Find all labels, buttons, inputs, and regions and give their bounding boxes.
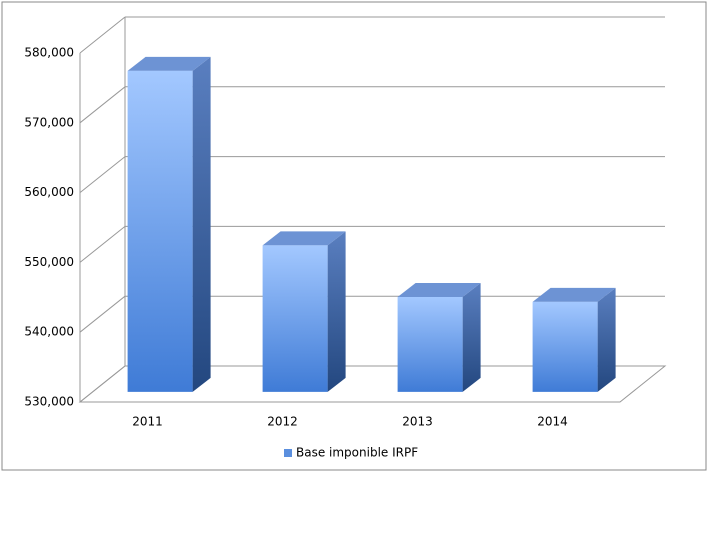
bar-front: [532, 301, 598, 392]
bar-top: [397, 282, 481, 297]
legend-swatch: [284, 449, 292, 457]
x-tick-label: 2013: [402, 415, 433, 429]
bar-side: [462, 282, 481, 392]
bar-side: [597, 287, 616, 392]
chart-frame: [1, 1, 707, 471]
bar-top: [532, 287, 616, 302]
grid-line: [79, 295, 126, 333]
x-tick-label: 2012: [267, 415, 298, 429]
y-tick-label: 560,000: [24, 185, 74, 199]
bar-side: [192, 56, 211, 392]
grid-line: [79, 156, 126, 193]
y-tick-label: 580,000: [24, 46, 74, 60]
grid-line: [79, 365, 126, 403]
bar-top: [262, 231, 346, 246]
y-tick-label: 540,000: [24, 325, 74, 339]
x-tick-label: 2014: [537, 415, 568, 429]
y-tick-label: 570,000: [24, 115, 74, 129]
bar: [397, 282, 481, 392]
grid-line: [79, 16, 126, 54]
bar: [262, 231, 346, 392]
bar-front: [262, 245, 328, 392]
y-tick-label: 550,000: [24, 255, 74, 269]
bar: [532, 287, 616, 392]
bar-front: [127, 70, 193, 392]
grid-line: [79, 86, 126, 124]
legend-label: Base imponible IRPF: [296, 446, 418, 460]
bar-side: [327, 231, 346, 392]
x-tick-label: 2011: [132, 415, 163, 429]
bar-front: [397, 296, 463, 392]
bar-top: [127, 56, 211, 71]
bar: [127, 56, 211, 392]
grid-line: [79, 226, 126, 263]
y-tick-label: 530,000: [24, 395, 74, 409]
